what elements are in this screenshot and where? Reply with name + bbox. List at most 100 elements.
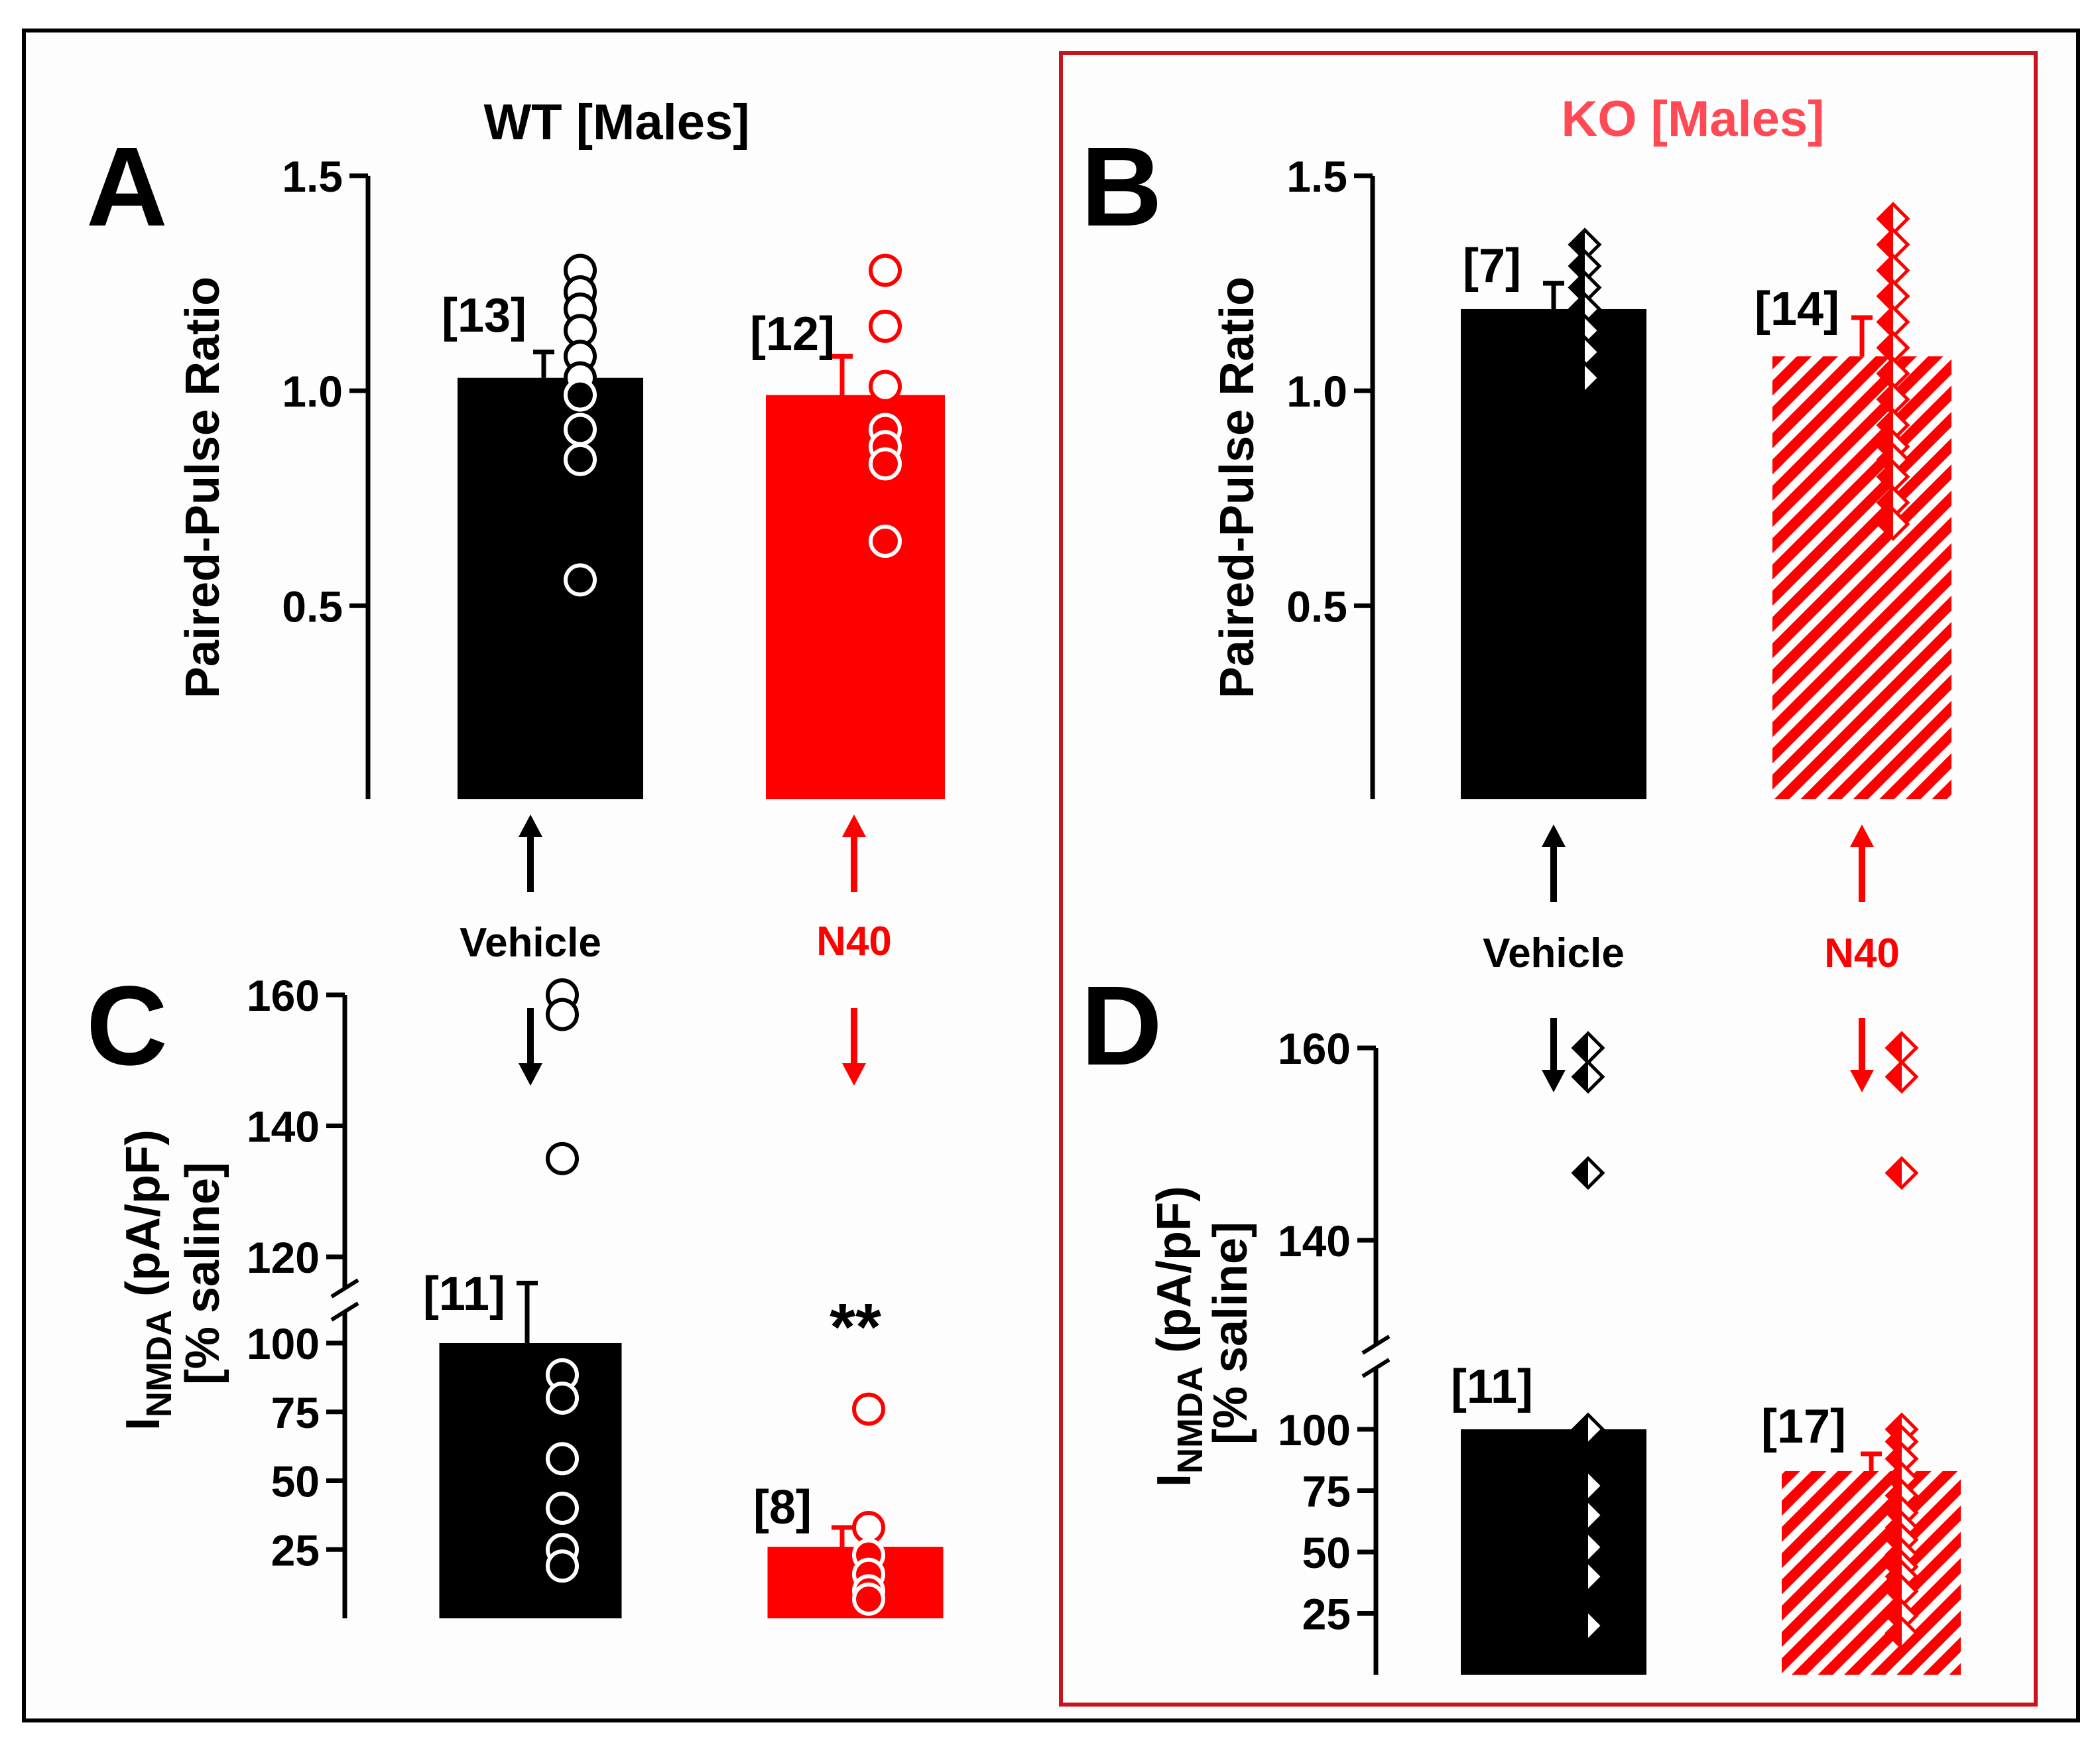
panel-a-chart: 0.5 1.0 1.5 [13] [12] — [282, 152, 945, 799]
data-point-0-1 — [1571, 1059, 1605, 1094]
wt-title: WT [Males] — [483, 94, 749, 151]
bar-n40 — [1772, 356, 1951, 799]
data-point-1-16 — [1884, 1616, 1919, 1650]
data-point-0-7 — [1571, 1559, 1605, 1594]
data-point-1-13 — [1876, 507, 1910, 541]
y-axis-label-d: INMDA (pA/pF) [% saline] — [1148, 1186, 1257, 1487]
panel-letter-b: B — [1081, 124, 1162, 250]
data-point-0-0 — [1568, 227, 1602, 262]
y-tick-label-3: 100 — [1278, 1405, 1351, 1455]
data-point-1-5 — [852, 1582, 885, 1616]
panel-letter-c: C — [86, 963, 168, 1089]
n-label-1: [8] — [753, 1481, 812, 1534]
axis-break-mark-top — [1361, 1334, 1390, 1355]
y-tick-label-0: 0.5 — [1286, 582, 1347, 631]
data-point-0-7 — [564, 413, 597, 446]
y-axis-label-b: Paired-Pulse Ratio — [1211, 277, 1264, 698]
data-point-0-9 — [564, 563, 597, 597]
data-point-0-6 — [1568, 361, 1602, 395]
svg-text:INMDA (pA/pF): INMDA (pA/pF) — [117, 1130, 179, 1431]
panel-letter-d: D — [1081, 963, 1162, 1089]
data-point-1-2 — [1884, 1155, 1919, 1191]
data-point-1-11 — [1876, 460, 1910, 494]
data-point-1-0 — [852, 1392, 885, 1426]
data-point-0-1 — [546, 998, 579, 1031]
y-tick-label-5: 140 — [247, 1102, 320, 1151]
data-point-0-4 — [546, 1382, 579, 1415]
n-label-0: [11] — [423, 1267, 505, 1321]
svg-text:[% saline]: [% saline] — [176, 1162, 229, 1385]
y-tick-label-2: 75 — [271, 1388, 320, 1437]
y-tick-label-6: 160 — [247, 971, 320, 1020]
axis-break-mark-bottom — [330, 1301, 359, 1322]
svg-text:[% saline]: [% saline] — [1204, 1222, 1257, 1445]
y-tick-label-2: 1.5 — [1286, 152, 1347, 201]
ko-panel-frame — [1059, 51, 2038, 1707]
panel-c-chart: 25 50 75 100 120 140 160 [11] [8] — [247, 971, 944, 1618]
data-point-0-8 — [564, 442, 597, 476]
bar-vehicle — [1461, 1429, 1646, 1675]
axis-break-mark-top — [330, 1278, 359, 1299]
data-point-0-8 — [1571, 1608, 1605, 1643]
data-point-1-0 — [869, 253, 902, 287]
data-point-1-5 — [1876, 330, 1910, 365]
data-point-0-2 — [546, 1141, 579, 1175]
bar-n40 — [1782, 1470, 1961, 1675]
n-label-1: [17] — [1761, 1400, 1846, 1453]
panel-letter-a: A — [86, 124, 168, 250]
vehicle-arrows-right — [1542, 824, 1566, 1092]
data-point-0-6 — [564, 378, 597, 412]
data-point-1-5 — [869, 447, 902, 481]
bar-vehicle — [439, 1343, 622, 1618]
bar-vehicle — [458, 377, 643, 799]
panel-b-chart: 0.5 1.0 1.5 [7] [14] — [1286, 152, 1951, 799]
vehicle-arrows-left — [519, 814, 542, 1086]
significance-marker: ** — [830, 1290, 881, 1364]
n40-label-left: N40 — [816, 919, 892, 964]
data-point-1-0 — [1884, 1031, 1919, 1065]
n-label-0: [7] — [1463, 239, 1521, 292]
y-tick-label-1: 1.0 — [1286, 367, 1347, 416]
svg-text:INMDA (pA/pF): INMDA (pA/pF) — [1148, 1186, 1210, 1487]
y-tick-label-0: 0.5 — [282, 582, 343, 631]
n40-arrows-left — [842, 814, 866, 1086]
data-point-1-3 — [1876, 279, 1910, 314]
data-point-0-5 — [1571, 1498, 1605, 1533]
y-tick-label-1: 50 — [1302, 1528, 1351, 1577]
data-point-0-5 — [546, 1442, 579, 1476]
axis-break-mark-bottom — [1361, 1358, 1390, 1378]
data-point-0-6 — [546, 1492, 579, 1525]
ko-title: KO [Males] — [1562, 91, 1825, 147]
bar-n40 — [766, 395, 945, 799]
data-point-1-1 — [852, 1511, 885, 1545]
panel-d-chart: 25 50 75 100 140 160 [11] [17] — [1278, 1024, 1961, 1675]
y-tick-label-5: 160 — [1278, 1024, 1351, 1073]
y-tick-label-2: 1.5 — [282, 152, 343, 201]
y-tick-label-0: 25 — [271, 1525, 320, 1575]
y-tick-label-1: 1.0 — [282, 367, 343, 416]
data-point-1-1 — [869, 309, 902, 343]
y-tick-label-4: 140 — [1278, 1216, 1351, 1265]
n-label-0: [11] — [1451, 1360, 1533, 1413]
n-label-0: [13] — [442, 289, 526, 342]
data-point-0-6 — [1571, 1530, 1605, 1565]
bar-vehicle — [1461, 308, 1646, 799]
y-tick-label-4: 120 — [247, 1233, 320, 1282]
data-point-0-2 — [1571, 1155, 1605, 1191]
data-point-0-8 — [546, 1549, 579, 1583]
n-label-1: [12] — [750, 308, 835, 361]
y-tick-label-3: 100 — [247, 1319, 320, 1368]
n-label-1: [14] — [1755, 283, 1839, 336]
y-tick-label-0: 25 — [1302, 1590, 1351, 1639]
data-point-1-2 — [869, 369, 902, 403]
y-tick-label-2: 75 — [1302, 1467, 1351, 1516]
data-point-1-8 — [1876, 408, 1910, 442]
n40-label-right: N40 — [1824, 931, 1900, 976]
data-point-1-6 — [869, 525, 902, 558]
y-axis-label-c: INMDA (pA/pF) [% saline] — [117, 1130, 229, 1431]
y-axis-label-a: Paired-Pulse Ratio — [176, 277, 229, 698]
vehicle-label-left: Vehicle — [460, 920, 601, 966]
data-point-0-3 — [1571, 1412, 1605, 1447]
vehicle-label-right: Vehicle — [1483, 931, 1625, 976]
